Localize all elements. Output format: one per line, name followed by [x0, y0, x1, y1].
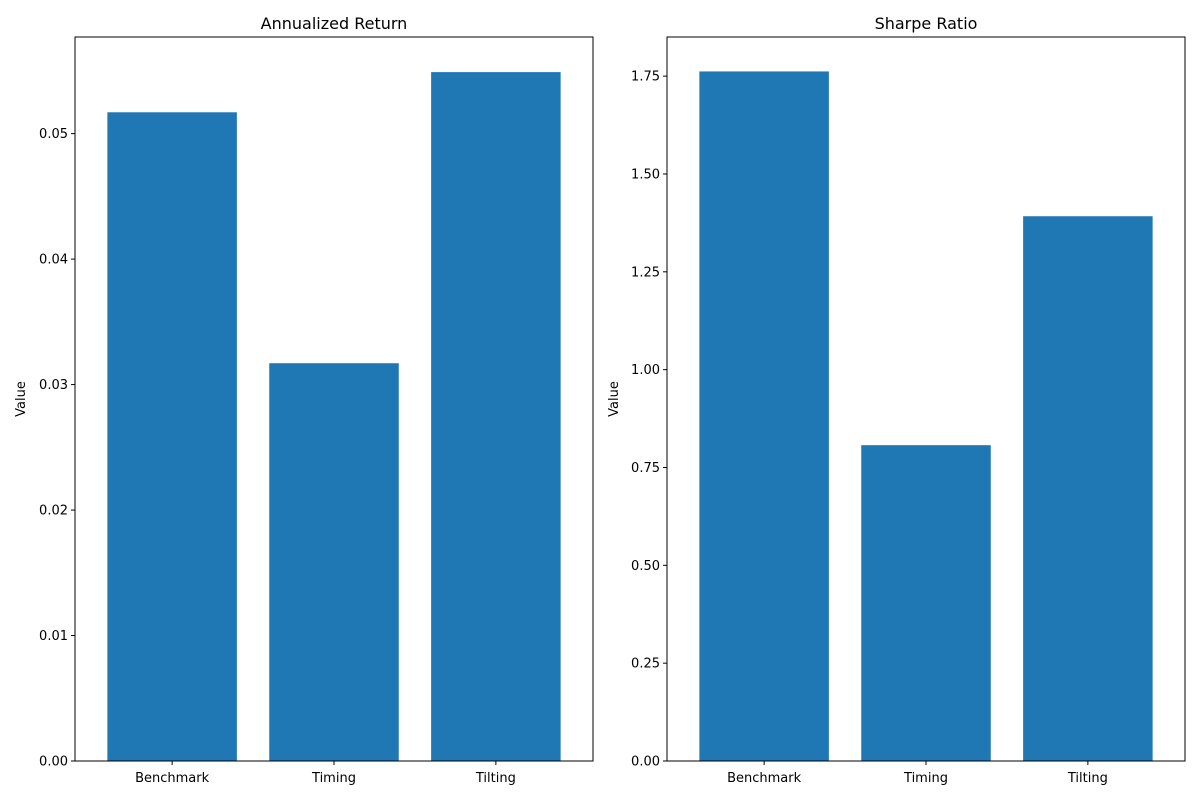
axes-frame — [666, 36, 1186, 762]
axes-frame — [74, 36, 594, 762]
x-tick-label: Tilting — [1067, 771, 1108, 786]
plot-area: 0.00 0.01 0.02 0.03 0.04 0.05 Benchmark Timing T… — [39, 36, 594, 786]
y-axis-label: Value — [607, 381, 622, 417]
bar-benchmark — [699, 71, 829, 762]
x-tick-label: Timing — [311, 771, 356, 786]
x-tick-label: Benchmark — [135, 771, 210, 786]
y-tick-label: 0.02 — [39, 504, 68, 519]
bar-tilting — [1023, 216, 1153, 762]
y-tick-label: 1.25 — [631, 265, 660, 280]
y-tick-label: 0.01 — [39, 629, 68, 644]
x-tick-label: Benchmark — [727, 771, 802, 786]
bar-timing — [269, 363, 399, 761]
y-tick-label: 0.00 — [39, 755, 68, 770]
bar-timing — [861, 445, 991, 761]
y-tick-label: 0.25 — [631, 657, 660, 672]
y-tick-label: 1.75 — [631, 70, 660, 85]
bar-benchmark — [107, 112, 237, 762]
y-tick-label: 0.50 — [631, 559, 660, 574]
y-tick-label: 0.00 — [631, 755, 660, 770]
y-axis-label: Value — [14, 381, 29, 417]
y-tick-label: 1.50 — [631, 167, 660, 182]
annualized-return-chart: Annualized Return Value 0.00 0.01 0.02 0.03… — [14, 14, 594, 786]
x-tick-label: Timing — [903, 771, 948, 786]
sharpe-ratio-chart: Sharpe Ratio Value 0.00 0.25 0.50 0.75 1.00 1… — [607, 14, 1186, 786]
y-tick-label: 1.00 — [631, 363, 660, 378]
y-tick-label: 0.05 — [39, 127, 68, 142]
y-tick-label: 0.75 — [631, 461, 660, 476]
chart-title: Sharpe Ratio — [875, 14, 978, 33]
plot-area: 0.00 0.25 0.50 0.75 1.00 1.25 1.50 1.75 Benchmar… — [631, 36, 1186, 786]
x-tick-label: Tilting — [475, 771, 516, 786]
y-tick-label: 0.04 — [39, 253, 68, 268]
chart-title: Annualized Return — [261, 14, 408, 33]
y-tick-label: 0.03 — [39, 378, 68, 393]
bar-tilting — [431, 72, 561, 762]
